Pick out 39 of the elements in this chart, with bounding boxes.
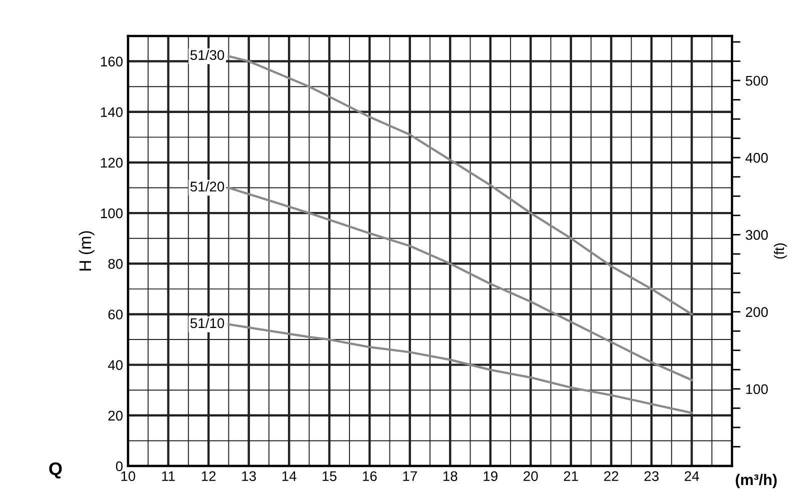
x-axis-title: (m³/h) <box>736 474 777 488</box>
line-series <box>228 186 693 382</box>
y-tick-label: 140 <box>101 107 123 118</box>
y-axis-title: H (m) <box>78 231 94 270</box>
y-tick-label: 120 <box>101 158 123 168</box>
y2-tick-label: 500 <box>746 76 768 86</box>
x-tick-label: 22 <box>604 471 618 481</box>
x-tick-label: 20 <box>524 471 538 482</box>
series-label: 51/20 <box>190 181 224 192</box>
y-tick-label: 40 <box>108 360 123 370</box>
y2-tick-label: 400 <box>746 152 768 163</box>
y-tick-label: 60 <box>108 310 123 320</box>
x-tick-label: 18 <box>443 471 458 482</box>
x-tick-label: 16 <box>362 471 377 482</box>
x-tick-label: 19 <box>484 471 498 482</box>
x-tick-label: 11 <box>162 471 175 481</box>
y2-tick-label: 100 <box>746 384 768 394</box>
x-tick-label: 24 <box>684 471 700 481</box>
y-tick-label: 100 <box>101 208 123 218</box>
y-tick-label: 160 <box>101 56 123 66</box>
y-tick-label: 20 <box>108 410 123 421</box>
x-tick-label: 12 <box>202 471 216 481</box>
series-label: 51/10 <box>190 318 224 328</box>
y2-tick-label: 200 <box>746 307 768 317</box>
y2-tick-label: 300 <box>746 230 768 240</box>
series-label: 51/30 <box>190 50 224 60</box>
x-tick-label: 15 <box>322 471 336 482</box>
y2-axis-title: (ft) <box>774 243 787 259</box>
text: Q <box>49 462 62 479</box>
x-tick-label: 13 <box>242 471 256 482</box>
x-tick-label: 14 <box>282 471 296 481</box>
y-tick-label: 80 <box>108 258 123 269</box>
x-tick-label: 21 <box>564 471 578 481</box>
line-series <box>228 55 693 316</box>
x-tick-label: 10 <box>121 471 136 482</box>
line-series <box>228 323 693 414</box>
y-tick-label: 0 <box>116 461 123 472</box>
x-tick-label: 23 <box>644 471 659 482</box>
x-tick-label: 17 <box>403 471 417 481</box>
